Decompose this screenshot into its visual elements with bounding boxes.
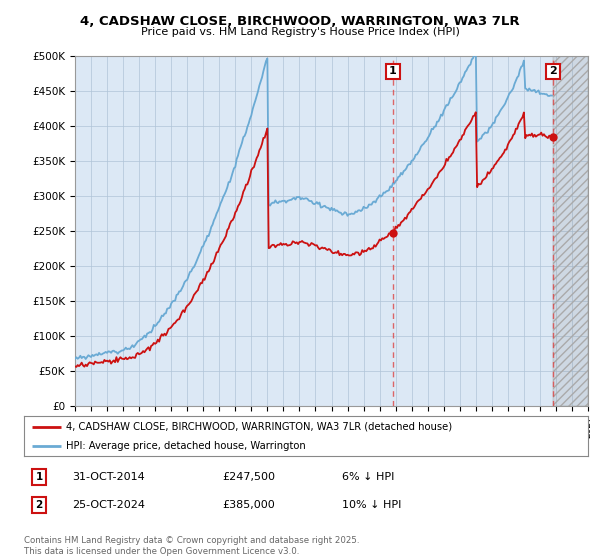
Text: 25-OCT-2024: 25-OCT-2024	[72, 500, 145, 510]
Bar	[553, 56, 588, 406]
Text: £247,500: £247,500	[222, 472, 275, 482]
Text: Price paid vs. HM Land Registry's House Price Index (HPI): Price paid vs. HM Land Registry's House …	[140, 27, 460, 37]
Text: 4, CADSHAW CLOSE, BIRCHWOOD, WARRINGTON, WA3 7LR (detached house): 4, CADSHAW CLOSE, BIRCHWOOD, WARRINGTON,…	[66, 422, 452, 432]
Text: 31-OCT-2014: 31-OCT-2014	[72, 472, 145, 482]
Text: 4, CADSHAW CLOSE, BIRCHWOOD, WARRINGTON, WA3 7LR: 4, CADSHAW CLOSE, BIRCHWOOD, WARRINGTON,…	[80, 15, 520, 28]
Text: 1: 1	[389, 67, 397, 76]
Text: 2: 2	[35, 500, 43, 510]
Text: £385,000: £385,000	[222, 500, 275, 510]
Text: 10% ↓ HPI: 10% ↓ HPI	[342, 500, 401, 510]
Text: 2: 2	[549, 67, 557, 76]
Text: HPI: Average price, detached house, Warrington: HPI: Average price, detached house, Warr…	[66, 441, 306, 450]
Text: Contains HM Land Registry data © Crown copyright and database right 2025.
This d: Contains HM Land Registry data © Crown c…	[24, 536, 359, 556]
Text: 1: 1	[35, 472, 43, 482]
Bar	[553, 56, 588, 406]
Text: 6% ↓ HPI: 6% ↓ HPI	[342, 472, 394, 482]
